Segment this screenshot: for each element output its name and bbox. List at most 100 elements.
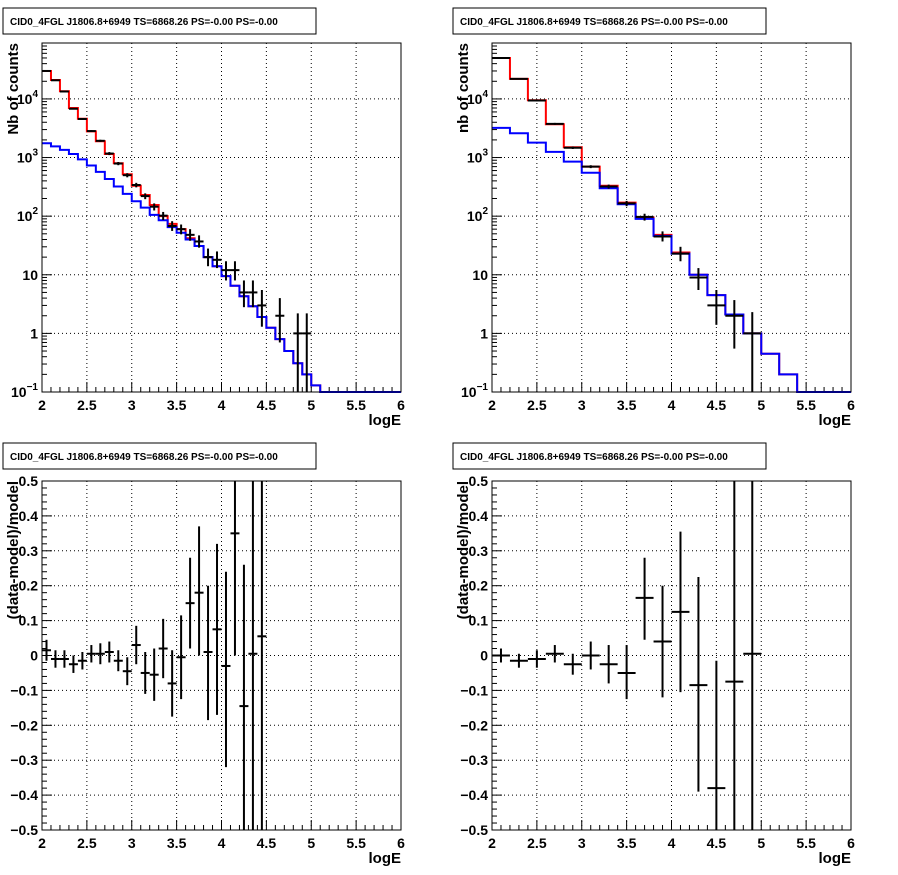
data-point	[158, 211, 168, 220]
y-tick-label: 0.3	[19, 543, 39, 559]
data-point	[635, 213, 654, 221]
x-tick-label: 4.5	[257, 397, 277, 413]
y-axis-label: (data-model)/model	[455, 481, 472, 619]
y-tick-label: 10	[472, 267, 488, 283]
grid	[492, 481, 851, 830]
data-point	[59, 650, 69, 668]
y-tick-label: 0.1	[469, 613, 489, 629]
y-tick-label: −0.1	[10, 682, 38, 698]
chart-panel-4: 2 2.5 3 3.5 4 4.5 5 5.5 6 −0.5 −0.4 −0.3 −0.2 −0.1 0 0.…	[452, 442, 855, 867]
axis-ticks	[491, 480, 852, 831]
y-tick-label: 0.2	[19, 578, 39, 594]
grid	[42, 43, 401, 392]
data-point	[239, 280, 249, 308]
data-point	[527, 650, 546, 668]
data-point	[545, 645, 564, 663]
data-point	[131, 182, 141, 188]
x-tick-label: 2.5	[77, 835, 97, 851]
data-point	[689, 576, 708, 792]
data-point	[248, 280, 258, 308]
x-tick-label: 5.5	[796, 397, 816, 413]
data-point	[221, 571, 231, 768]
x-tick-label: 5.5	[346, 397, 366, 413]
data-point	[131, 625, 141, 665]
data-point	[653, 585, 672, 698]
data-point	[707, 289, 726, 325]
x-axis-label: logE	[369, 412, 402, 429]
y-tick-label: −0.3	[460, 752, 488, 768]
y-axis-label: Nb of counts	[5, 43, 22, 135]
data-point	[230, 481, 240, 656]
data-point	[248, 481, 258, 830]
data-point	[86, 130, 96, 133]
data-point	[725, 481, 744, 830]
data-point	[140, 652, 150, 694]
y-tick-label: 10−1	[11, 382, 38, 400]
data-point	[509, 77, 528, 80]
chart-title: CID0_4FGL J1806.8+6949 TS=6868.26 PS=-0.…	[10, 452, 278, 463]
axis-ticks	[491, 42, 852, 393]
x-axis-label: logE	[369, 850, 402, 867]
title-box	[452, 442, 767, 470]
x-tick-label: 4	[668, 397, 676, 413]
y-tick-label: 0.1	[19, 613, 39, 629]
chart-panel-3: 2 2.5 3 3.5 4 4.5 5 5.5 6 −0.5 −0.4 −0.3 −0.2 −0.1 0 0.…	[2, 442, 405, 867]
x-axis-label: logE	[819, 850, 852, 867]
y-tick-label: 103	[17, 148, 39, 166]
y-tick-label: 10	[22, 267, 38, 283]
chart-panel-1: 2 2.5 3 3.5 4 4.5 5 5.5 6 10−1 1 10 102 103 104 logE Nb …	[2, 7, 405, 429]
plot-frame	[41, 480, 402, 831]
title-box	[2, 7, 317, 35]
data-point	[149, 203, 159, 211]
y-tick-label: 0.5	[469, 473, 489, 489]
data-point	[42, 639, 51, 661]
data-points	[42, 481, 267, 830]
x-tick-label: 5.5	[346, 835, 366, 851]
x-tick-label: 3.5	[167, 835, 187, 851]
data-point	[104, 641, 114, 663]
x-tick-label: 2	[38, 397, 46, 413]
x-tick-label: 4.5	[707, 397, 727, 413]
x-tick-label: 3	[578, 835, 586, 851]
x-tick-label: 5	[757, 835, 765, 851]
data-point	[257, 289, 267, 327]
data-point	[95, 643, 105, 665]
x-axis-label: logE	[819, 412, 852, 429]
plot-frame	[491, 42, 852, 393]
x-tick-label: 5	[307, 835, 315, 851]
data-point	[302, 313, 312, 392]
x-tick-label: 4.5	[707, 835, 727, 851]
data-point	[635, 557, 654, 640]
y-tick-label: 10−1	[461, 382, 488, 400]
data-point	[563, 653, 582, 675]
title-box	[452, 7, 767, 35]
x-tick-label: 4	[668, 835, 676, 851]
y-tick-label: 0.3	[469, 543, 489, 559]
x-tick-label: 2	[488, 397, 496, 413]
data-point	[176, 224, 186, 235]
y-tick-label: 0.4	[19, 508, 39, 524]
data-point	[42, 69, 51, 72]
y-tick-label: −0.2	[10, 717, 38, 733]
y-tick-label: 102	[17, 206, 39, 224]
y-tick-label: 104	[17, 89, 39, 107]
data-point	[617, 200, 636, 207]
y-tick-label: −0.5	[10, 822, 38, 838]
x-tick-label: 4	[218, 835, 226, 851]
data-point	[599, 645, 618, 684]
y-tick-label: −0.3	[10, 752, 38, 768]
data-point	[581, 165, 600, 169]
x-tick-label: 3.5	[167, 397, 187, 413]
chart-title: CID0_4FGL J1806.8+6949 TS=6868.26 PS=-0.…	[460, 452, 728, 463]
data-point	[492, 56, 510, 59]
data-point	[599, 184, 618, 189]
model-total-step-line	[492, 56, 851, 393]
data-point	[743, 312, 762, 392]
data-point	[176, 615, 186, 700]
x-tick-label: 3.5	[617, 835, 637, 851]
y-tick-label: 0.5	[19, 473, 39, 489]
x-tick-label: 5	[757, 397, 765, 413]
data-point	[689, 268, 708, 290]
data-point	[158, 618, 168, 679]
